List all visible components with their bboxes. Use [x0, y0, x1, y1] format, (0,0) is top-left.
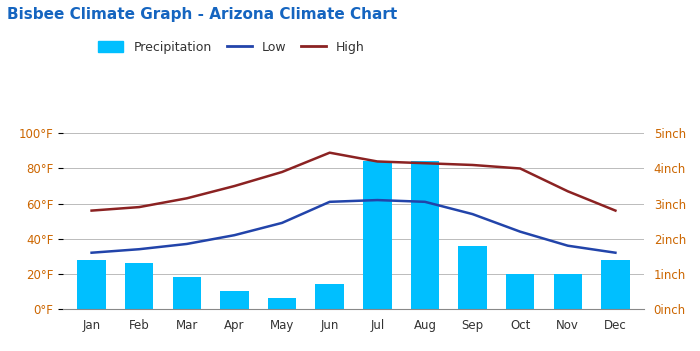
- Bar: [506, 274, 535, 309]
- Bar: [554, 274, 582, 309]
- Text: Bisbee Climate Graph - Arizona Climate Chart: Bisbee Climate Graph - Arizona Climate C…: [7, 7, 398, 22]
- Bar: [77, 260, 106, 309]
- Bar: [411, 161, 439, 309]
- Bar: [220, 291, 248, 309]
- Legend: Precipitation, Low, High: Precipitation, Low, High: [98, 41, 365, 54]
- Bar: [363, 161, 391, 309]
- Bar: [172, 277, 201, 309]
- Bar: [601, 260, 630, 309]
- Bar: [125, 263, 153, 309]
- Bar: [316, 284, 344, 309]
- Bar: [268, 298, 296, 309]
- Bar: [458, 246, 486, 309]
